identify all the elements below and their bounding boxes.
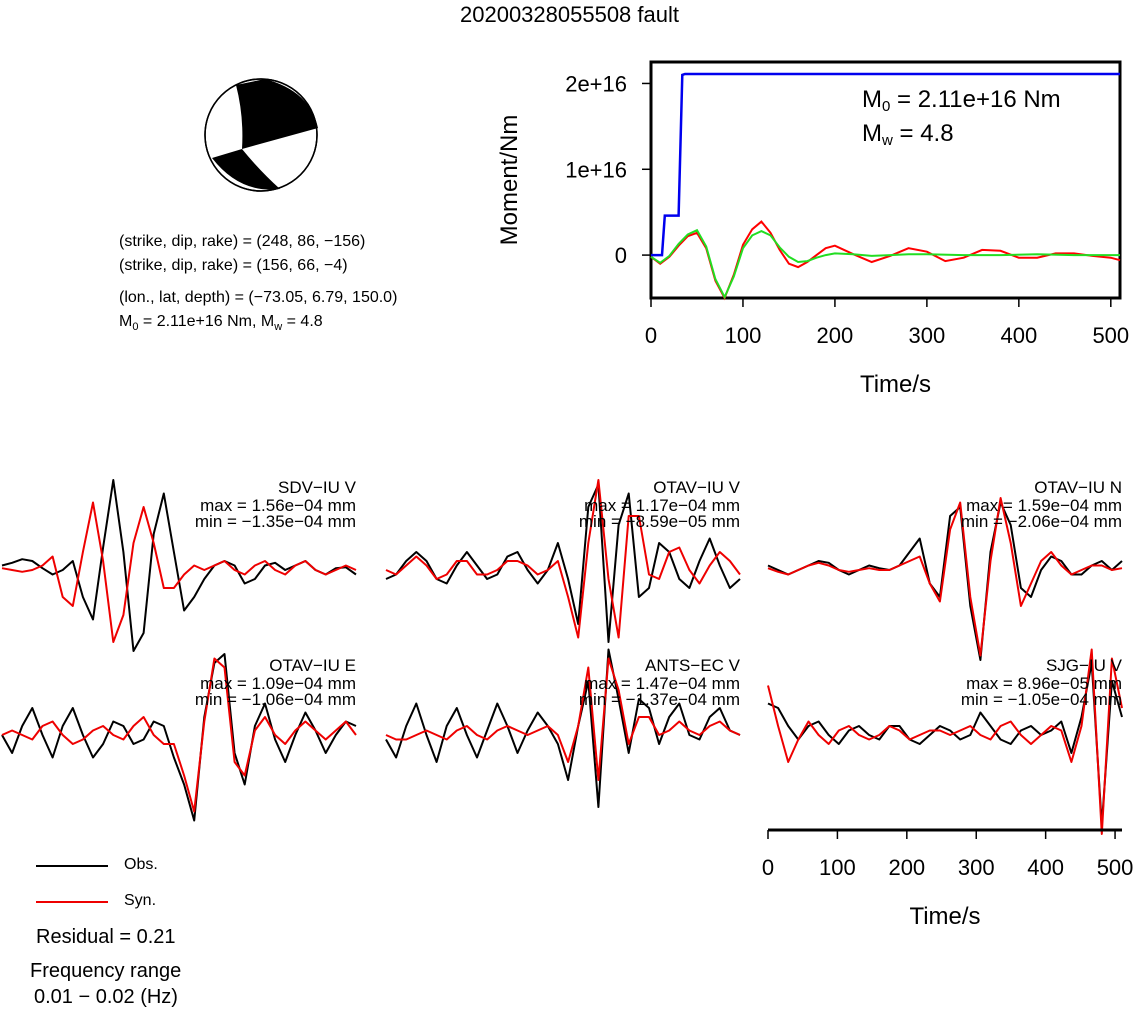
- station-label: ANTS−EC V: [645, 656, 741, 675]
- waveform-syn-line: [767, 497, 1123, 657]
- moment-plot-frame: [649, 60, 1122, 300]
- moment-series-0: [651, 72, 1120, 257]
- moment-ytick-label: 0: [615, 243, 627, 268]
- station-max: max = 8.96e−05 mm: [966, 674, 1122, 693]
- waveform-syn-line: [1, 657, 357, 813]
- page-title: 20200328055508 fault: [460, 2, 679, 27]
- moment-xtick-label: 400: [1000, 323, 1037, 348]
- residual-label: Residual = 0.21: [36, 926, 176, 948]
- station-label: SJG−IU V: [1046, 656, 1123, 675]
- moment-chart: 0 100 200 300 400 500 0 1e+16 2e+16 Time/s Moment/…: [496, 60, 1129, 398]
- station-max: max = 1.59e−04 mm: [966, 496, 1122, 515]
- legend-lines: [36, 865, 108, 903]
- waveform-syn-line: [1, 501, 357, 643]
- moment-xtick-label: 100: [725, 323, 762, 348]
- moment-xtick-label: 500: [1092, 323, 1129, 348]
- legend-syn-label: Syn.: [124, 892, 157, 909]
- station-label: OTAV−IU E: [269, 656, 356, 675]
- station-max: max = 1.56e−04 mm: [200, 496, 356, 515]
- focal-mechanism-beachball: [204, 78, 318, 192]
- moment-ytick-label: 1e+16: [565, 157, 627, 182]
- moment-xtick-label: 0: [645, 323, 657, 348]
- moment-xaxis-label: Time/s: [860, 371, 931, 398]
- moment-xtick-label: 200: [817, 323, 854, 348]
- station-max: max = 1.47e−04 mm: [584, 674, 740, 693]
- station-min: min = −2.06e−04 mm: [961, 512, 1122, 531]
- waveform-xtick-label: 100: [819, 855, 856, 880]
- station-max: max = 1.17e−04 mm: [584, 496, 740, 515]
- station-label: SDV−IU V: [278, 478, 357, 497]
- station-max: max = 1.09e−04 mm: [200, 674, 356, 693]
- station-min: min = −1.35e−04 mm: [195, 512, 356, 531]
- waveform-obs-line: [767, 501, 1123, 661]
- waveform-xtick-label: 200: [888, 855, 925, 880]
- moment-annotation-mw: Mw = 4.8: [862, 120, 954, 149]
- station-min: min = −1.37e−04 mm: [579, 690, 740, 709]
- waveform-obs-line: [385, 483, 741, 643]
- mechanism-location: (lon., lat, depth) = (−73.05, 6.79, 150.…: [119, 289, 398, 306]
- moment-annotation-m0: M0 = 2.11e+16 Nm: [862, 86, 1061, 115]
- mechanism-plane2: (strike, dip, rake) = (156, 66, −4): [119, 257, 348, 274]
- frequency-range-value: 0.01 − 0.02 (Hz): [34, 986, 178, 1008]
- waveform-xtick-label: 0: [762, 855, 774, 880]
- station-label: OTAV−IU V: [653, 478, 740, 497]
- mechanism-plane1: (strike, dip, rake) = (248, 86, −156): [119, 233, 366, 250]
- waveform-xtick-label: 300: [958, 855, 995, 880]
- waveform-xtick-label: 500: [1097, 855, 1134, 880]
- station-label: OTAV−IU N: [1034, 478, 1122, 497]
- waveform-xaxis-label: Time/s: [909, 903, 980, 930]
- station-min: min = −8.59e−05 mm: [579, 512, 740, 531]
- legend-obs-label: Obs.: [124, 856, 158, 873]
- station-min: min = −1.05e−04 mm: [961, 690, 1122, 709]
- waveform-syn-line: [385, 479, 741, 639]
- moment-xtick-label: 300: [909, 323, 946, 348]
- frequency-range-label: Frequency range: [30, 960, 182, 982]
- moment-series-2: [650, 228, 1120, 300]
- waveform-syn-line: [767, 648, 1123, 835]
- waveform-obs-line: [385, 648, 741, 808]
- mechanism-magnitude: M0 = 2.11e+16 Nm, Mw = 4.8: [119, 313, 323, 333]
- station-min: min = −1.06e−04 mm: [195, 690, 356, 709]
- moment-yaxis-label: Moment/Nm: [496, 115, 523, 246]
- waveform-obs-line: [767, 662, 1123, 826]
- moment-series-1: [650, 220, 1121, 301]
- moment-ytick-label: 2e+16: [565, 71, 627, 96]
- waveform-xtick-label: 400: [1027, 855, 1064, 880]
- waveform-syn-line: [385, 657, 741, 781]
